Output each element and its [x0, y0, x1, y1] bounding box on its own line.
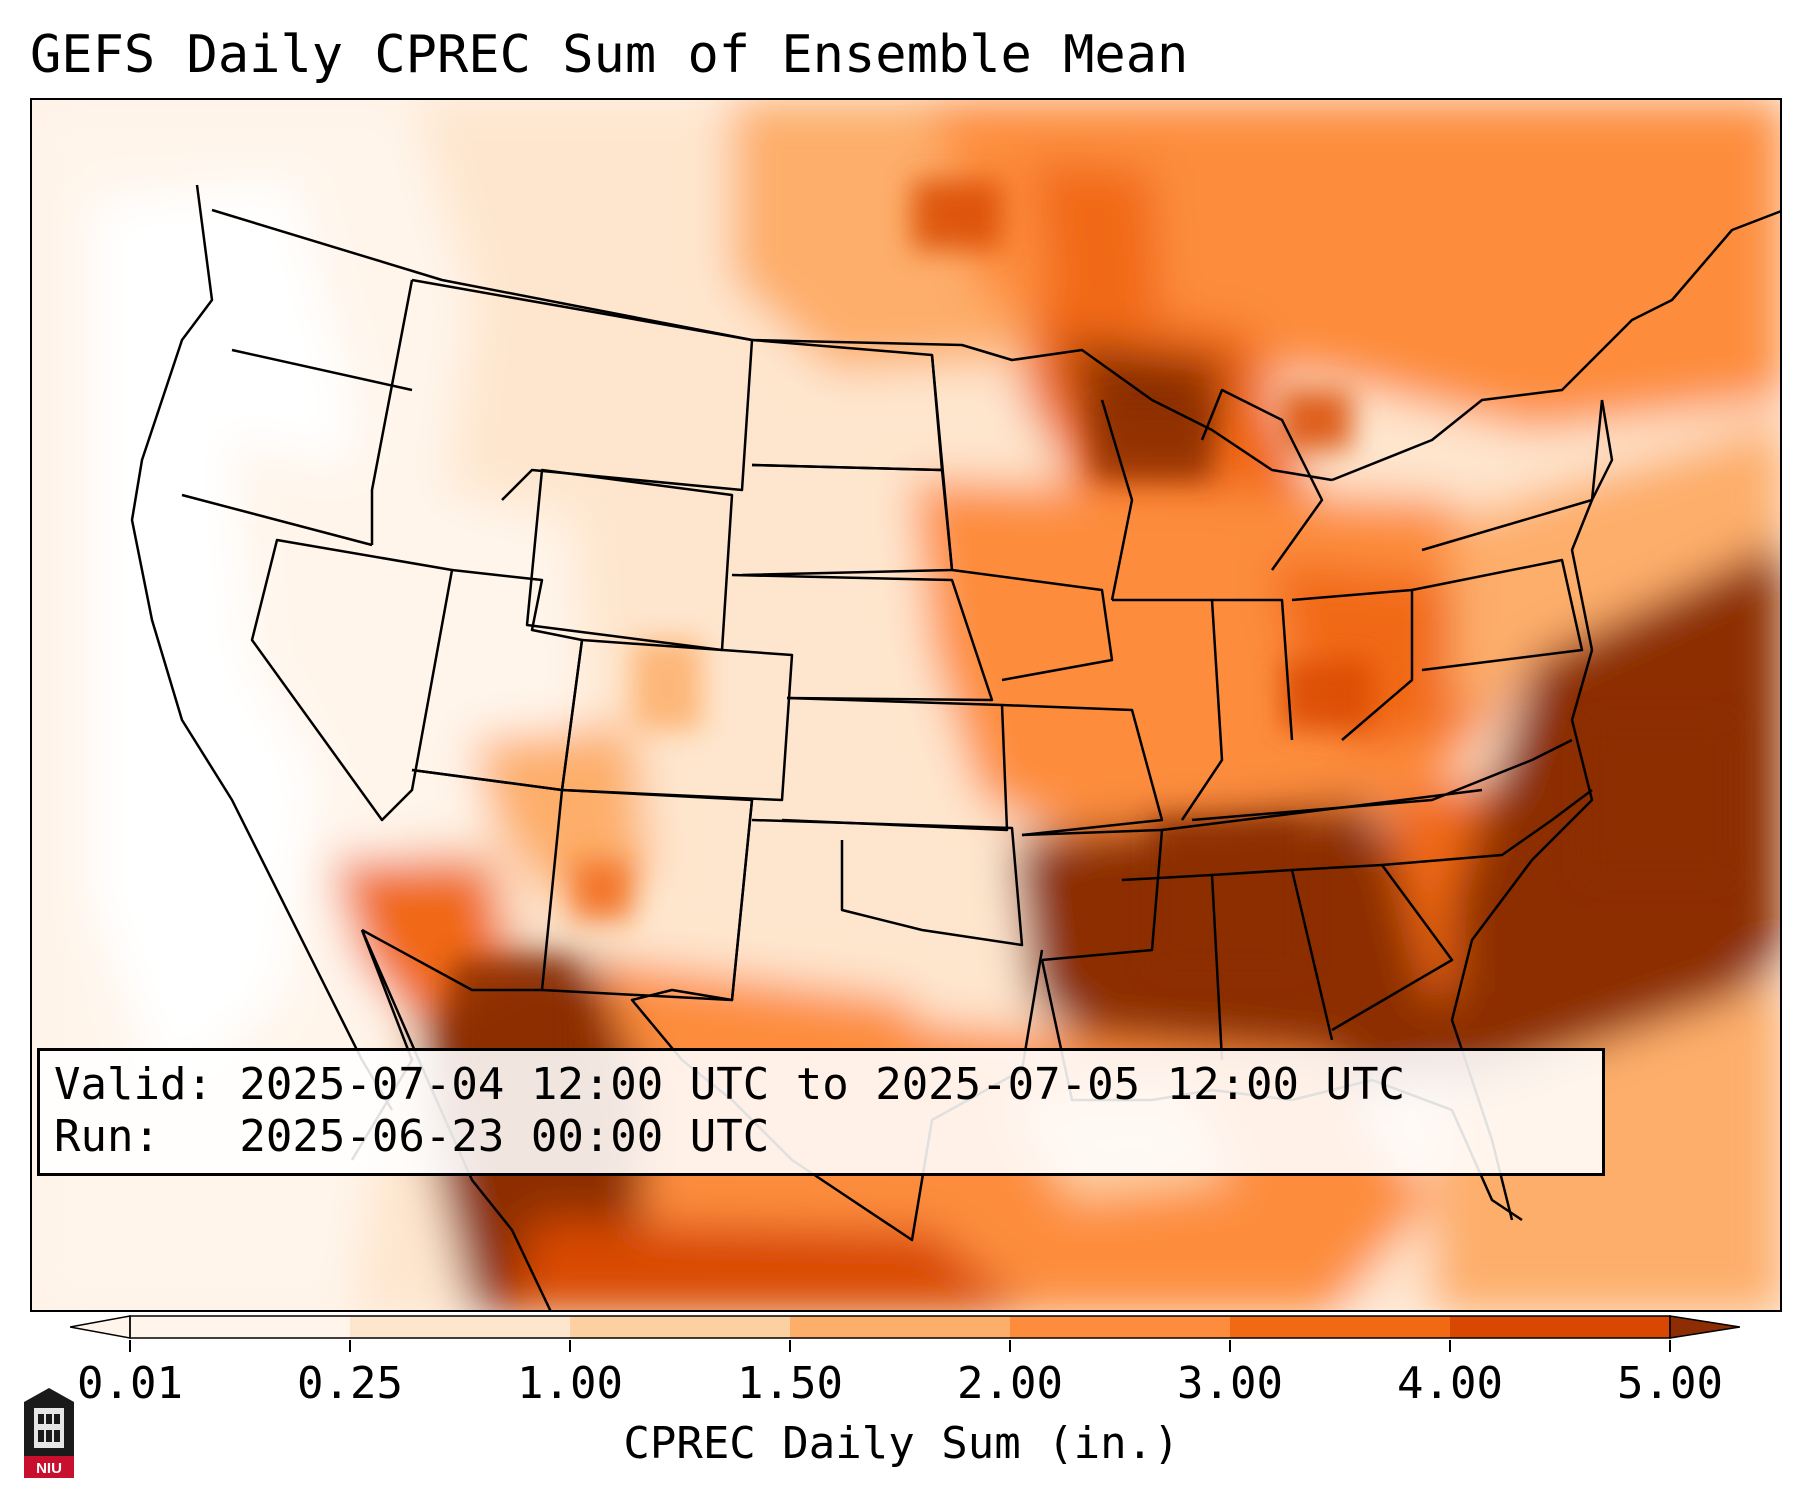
run-time-text: Run: 2025-06-23 00:00 UTC — [54, 1111, 770, 1162]
colorbar-extend-min — [70, 1315, 131, 1339]
colorbar-extend-max — [1669, 1315, 1740, 1339]
precip-patches — [452, 180, 1732, 1130]
map-title: GEFS Daily CPREC Sum of Ensemble Mean — [30, 25, 1189, 85]
validity-info-box: Valid: 2025-07-04 12:00 UTC to 2025-07-0… — [37, 1048, 1605, 1176]
colorbar-segment — [1010, 1316, 1231, 1338]
colorbar-ticks: 0.01 0.25 1.00 1.50 2.00 3.00 4.00 5.00 — [0, 1340, 1803, 1420]
colorbar-segment — [790, 1316, 1011, 1338]
niu-logo: NIU — [24, 1388, 74, 1478]
colorbar-segment — [1230, 1316, 1451, 1338]
colorbar-segment — [570, 1316, 791, 1338]
colorbar-label: CPREC Daily Sum (in.) — [623, 1418, 1180, 1469]
colorbar — [70, 1315, 1740, 1339]
logo-text: NIU — [36, 1460, 62, 1477]
valid-time-text: Valid: 2025-07-04 12:00 UTC to 2025-07-0… — [54, 1059, 1406, 1110]
colorbar-segment — [350, 1316, 571, 1338]
colorbar-segment — [130, 1316, 351, 1338]
colorbar-segment — [1450, 1316, 1671, 1338]
